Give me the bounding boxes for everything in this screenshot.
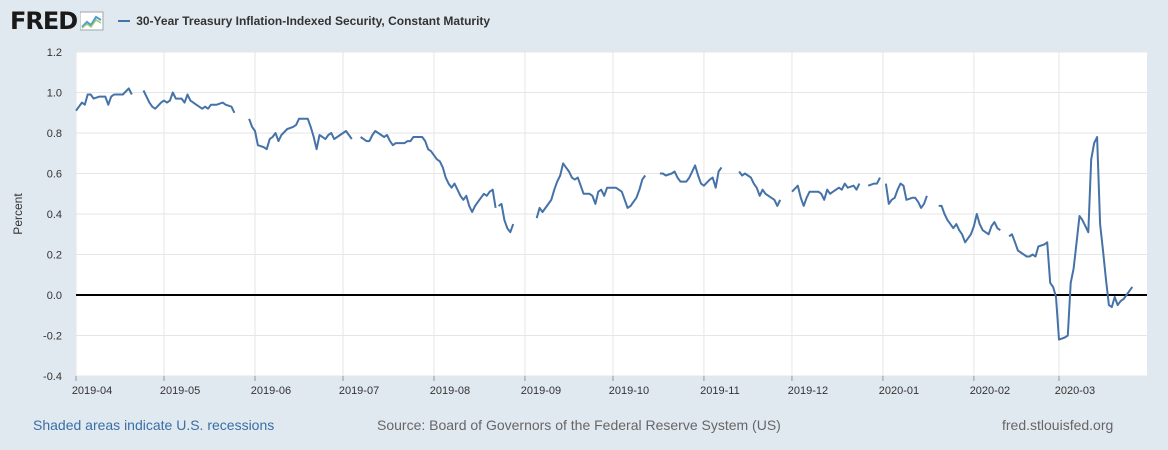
series-line-segment[interactable]: [791, 182, 861, 207]
y-tick-label: 0.8: [47, 128, 62, 140]
x-tick-label: 2020-02: [970, 385, 1010, 397]
series-line-segment[interactable]: [884, 182, 928, 209]
series-line-segment[interactable]: [248, 117, 353, 151]
series-line-segment[interactable]: [938, 204, 1001, 244]
recessions-note[interactable]: Shaded areas indicate U.S. recessions: [33, 417, 275, 433]
x-tick-label: 2019-08: [430, 385, 470, 397]
x-tick-label: 2019-06: [251, 385, 291, 397]
legend-line-swatch: [118, 20, 131, 22]
y-axis-label: Percent: [11, 193, 25, 235]
y-tick-label: 0.0: [47, 290, 62, 302]
y-axis-ticks: 1.2 1.0 0.8 0.6 0.4 0.2 0.0 -0.2 -0.4: [43, 47, 62, 383]
y-tick-label: -0.2: [43, 331, 62, 343]
legend[interactable]: 30-Year Treasury Inflation-Indexed Secur…: [118, 14, 490, 28]
y-tick-label: 0.4: [47, 209, 62, 221]
legend-label: 30-Year Treasury Inflation-Indexed Secur…: [136, 14, 491, 28]
series-line-segment[interactable]: [535, 162, 647, 219]
chart-header: FRED 30-Year Treasury Inflation-Indexed …: [10, 6, 490, 36]
series-lines: [75, 87, 1134, 341]
series-line-segment[interactable]: [867, 177, 881, 187]
y-tick-label: 1.0: [47, 88, 62, 100]
source-text: Source: Board of Governors of the Federa…: [377, 417, 781, 433]
site-link[interactable]: fred.stlouisfed.org: [1002, 417, 1114, 433]
series-line-segment[interactable]: [75, 87, 133, 112]
x-tick-label: 2020-01: [879, 385, 919, 397]
x-axis-ticks: 2019-04 2019-05 2019-06 2019-07 2019-08 2019-…: [72, 376, 1095, 397]
y-tick-label: -0.4: [43, 371, 62, 383]
series-line-segment[interactable]: [360, 130, 497, 213]
x-tick-label: 2019-04: [72, 385, 112, 397]
fred-logo[interactable]: FRED: [10, 7, 78, 35]
x-tick-label: 2019-11: [700, 385, 740, 397]
x-tick-label: 2019-10: [609, 385, 649, 397]
x-tick-label: 2019-05: [160, 385, 200, 397]
grid-lines: [75, 51, 1147, 377]
x-tick-label: 2020-03: [1055, 385, 1095, 397]
y-tick-label: 1.2: [47, 47, 62, 59]
fred-logo-graph-icon: [80, 11, 104, 31]
series-line-segment[interactable]: [738, 170, 782, 207]
x-tick-label: 2019-09: [521, 385, 561, 397]
series-line-segment[interactable]: [497, 202, 515, 234]
x-tick-label: 2019-12: [788, 385, 828, 397]
series-line-segment[interactable]: [142, 90, 236, 114]
x-tick-label: 2019-07: [339, 385, 379, 397]
y-tick-label: 0.2: [47, 250, 62, 262]
series-line-segment[interactable]: [659, 164, 723, 189]
series-line-segment[interactable]: [1008, 136, 1134, 341]
y-tick-label: 0.6: [47, 169, 62, 181]
line-chart: 1.21.00.80.60.40.20.0-0.2-0.4 2019-04 201…: [11, 47, 1147, 397]
